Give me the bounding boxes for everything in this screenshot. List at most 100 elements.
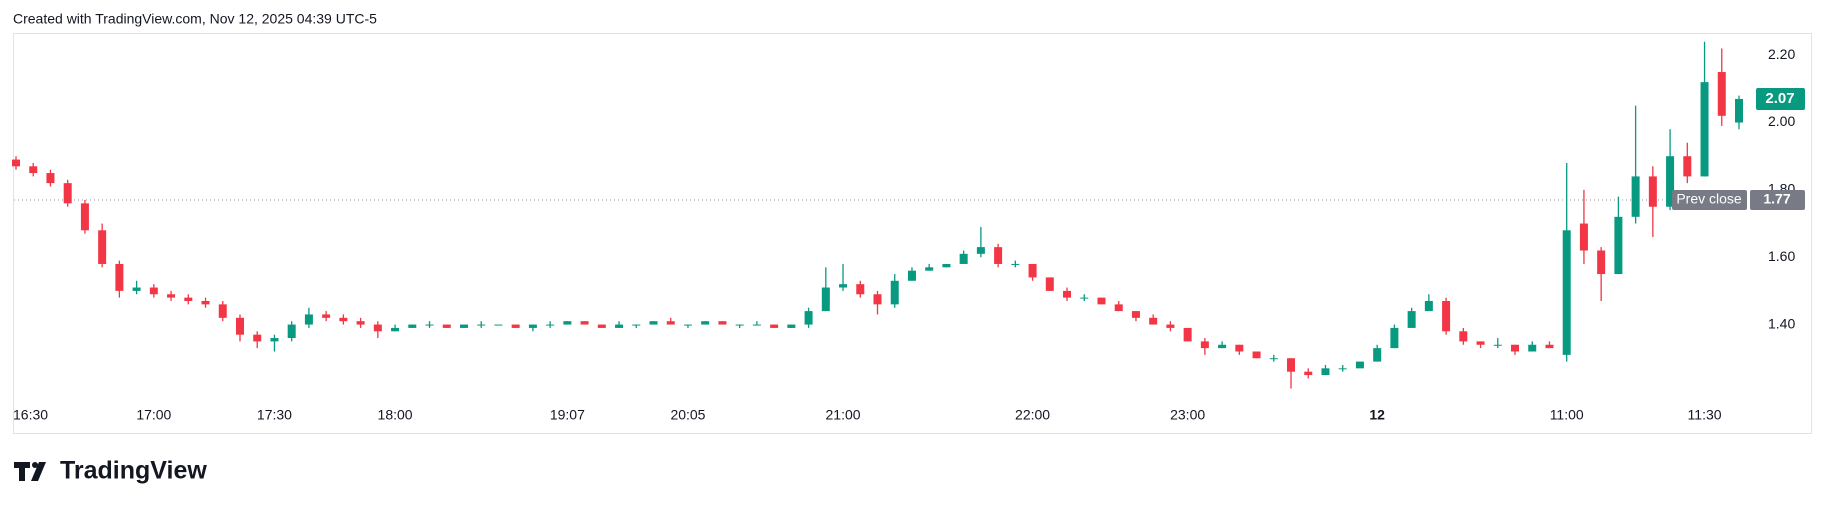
x-tick-label: 20:05 [670,407,705,423]
candle-body [615,324,624,328]
candle-body [1045,277,1054,291]
x-tick-label: 11:30 [1688,407,1722,423]
candle-body [12,159,20,167]
last-price-label: 2.07 [1765,90,1794,107]
candle-body [1459,331,1468,342]
candle-body [942,263,951,268]
logo-mark [14,462,30,481]
candle-body [98,230,107,264]
candle-body [63,183,72,204]
candle-body [752,324,761,326]
brand-logo: TradingView [14,457,207,485]
prev-close-label: Prev close [1676,191,1742,207]
candle-body [391,327,400,332]
candle-body [1373,348,1382,362]
candle-body [304,314,313,325]
candle-body [1614,216,1623,275]
candle-body [821,287,830,312]
candle-body [563,321,572,325]
logo-slash [31,462,46,481]
prev-close-value: 1.77 [1763,191,1790,207]
candle-body [253,334,262,342]
candle-body [494,324,503,326]
x-tick-label: 22:00 [1015,407,1050,423]
candle-body [1562,230,1571,355]
candle-body [925,267,934,271]
x-tick-label: 17:30 [257,407,292,423]
candle-body [1183,327,1192,342]
y-tick-label: 2.00 [1768,113,1795,129]
last-price-tag [1756,87,1805,110]
candle-body [270,338,279,342]
candle-body [373,324,382,332]
candle-body [201,300,210,305]
candle-body [1493,344,1502,346]
candle-body [873,294,882,305]
candle-body [597,324,606,328]
candle-body [511,324,520,328]
y-tick-label: 1.60 [1768,248,1795,264]
candle-body [1355,361,1364,369]
x-tick-label: 16:30 [13,407,48,423]
candle-body [1683,156,1692,177]
candle-body [339,317,348,322]
candle-body [666,321,675,325]
candle-body [839,284,848,288]
candle-body [1252,351,1261,359]
candle-body [1407,311,1416,328]
candle-body [1114,304,1123,312]
candle-body [149,287,158,295]
candle-body [959,253,968,264]
candle-body [1304,371,1313,376]
candle-body [408,324,417,328]
candle-body [1717,72,1726,116]
candle-body [1235,344,1244,352]
candle-body [1097,297,1106,305]
candle-body [1149,317,1158,325]
candle-body [184,297,193,301]
candle-body [1528,344,1537,352]
candle-body [1666,156,1675,207]
candle-body [632,324,641,326]
candle-body [1424,300,1433,312]
candles [12,41,1743,389]
x-tick-label: 19:07 [550,407,585,423]
y-tick-label: 1.40 [1768,315,1795,331]
candle-body [701,321,710,325]
candle-body [770,324,779,328]
candle-body [1080,297,1089,299]
candle-body [1476,341,1485,345]
candle-body [80,203,89,231]
candle-body [1218,344,1227,349]
candle-body [425,324,434,326]
candle-body [907,270,916,281]
candle-body [528,324,537,328]
candle-body [1131,311,1140,318]
candle-body [115,263,124,291]
candle-body [1390,327,1399,349]
candle-body [322,314,331,318]
candle-body [477,324,486,326]
candle-body [1511,344,1520,352]
candle-body [1063,290,1072,298]
candle-body [890,280,899,305]
x-tick-label: 21:00 [826,407,861,423]
candle-body [546,324,555,326]
y-tick-label: 2.20 [1768,46,1795,62]
x-tick-label: 23:00 [1170,407,1205,423]
candle-body [1269,358,1278,360]
x-tick-label: 11:00 [1550,407,1584,423]
candle-body [580,321,589,325]
candle-body [1338,368,1347,370]
candle-body [132,287,141,291]
candle-body [1028,263,1037,278]
prev-close-value-tag [1750,189,1805,210]
candle-body [718,321,727,325]
candle-body [804,311,813,325]
candle-body [1579,223,1588,251]
candle-body [356,321,365,325]
candle-body [1442,300,1451,332]
candle-body [649,321,658,325]
